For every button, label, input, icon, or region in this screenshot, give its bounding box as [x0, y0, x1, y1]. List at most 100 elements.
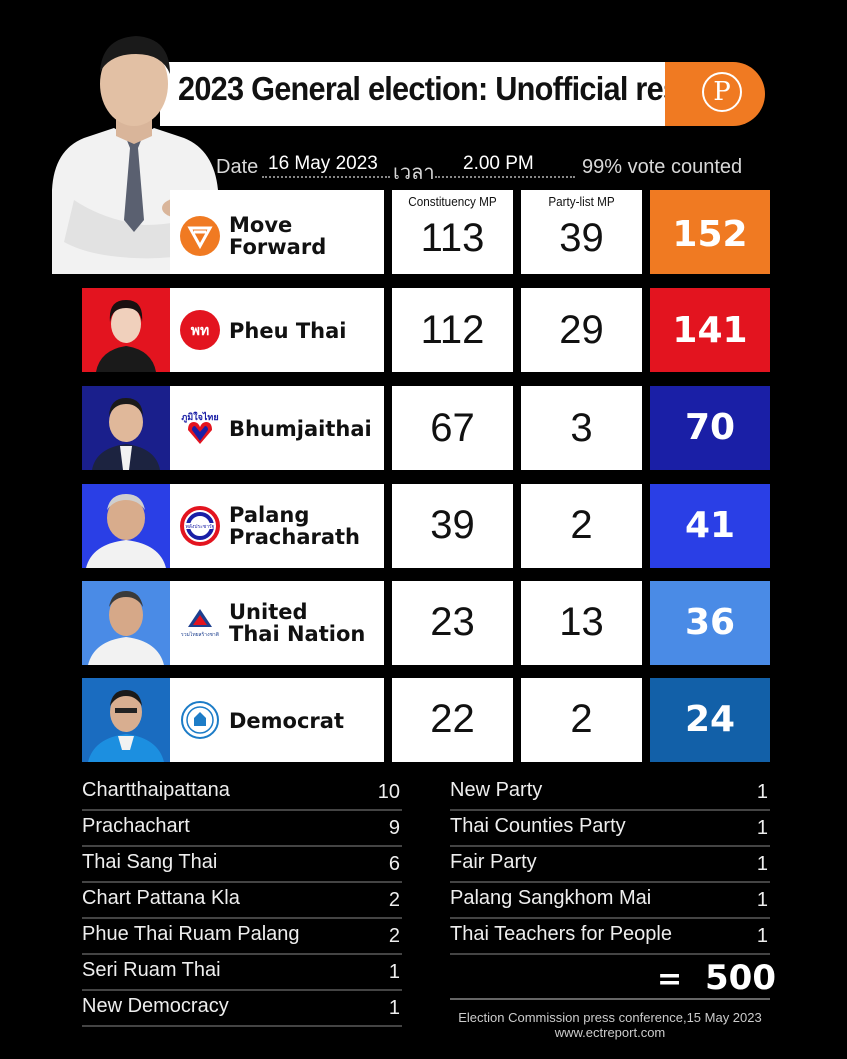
- seat-count: 1: [388, 997, 400, 1019]
- seat-count: 1: [756, 817, 768, 839]
- list-item: New Democracy 1: [82, 991, 402, 1027]
- party-name: Thai Counties Party: [450, 815, 626, 837]
- party-name: Move Forward: [229, 213, 327, 259]
- party-list-box: [521, 386, 642, 470]
- constituency-value: 113: [420, 216, 485, 260]
- palang-pracharath-leader-photo: [82, 484, 170, 568]
- pheu-thai-leader-photo: [82, 288, 170, 372]
- constituency-value: 22: [430, 697, 475, 741]
- leader-portrait: [52, 36, 220, 274]
- party-name: New Party: [450, 779, 543, 801]
- party-list-box: [521, 190, 642, 274]
- democrat-leader-photo: [82, 678, 170, 762]
- source-note: Election Commission press conference,15 …: [458, 1010, 762, 1025]
- seat-count: 1: [756, 781, 768, 803]
- total-seats: 70: [684, 407, 736, 448]
- party-list-value: 39: [559, 216, 604, 260]
- party-list-value: 2: [570, 697, 593, 741]
- total-seats: 152: [672, 214, 748, 255]
- date-label: Date: [216, 156, 259, 178]
- svg-text:พลังประชารัฐ: พลังประชารัฐ: [186, 524, 215, 530]
- party-name: Thai Sang Thai: [82, 851, 218, 873]
- list-item: Fair Party 1: [450, 847, 770, 883]
- grand-total: 500: [705, 958, 776, 998]
- party-list-box: [521, 484, 642, 568]
- party-list-box: [521, 678, 642, 762]
- party-list-value: 13: [559, 600, 604, 644]
- ppp-logo-icon: P: [702, 72, 742, 112]
- party-name: New Democracy: [82, 995, 229, 1017]
- constituency-header: Constituency MP: [408, 194, 497, 209]
- list-item: Palang Sangkhom Mai 1: [450, 883, 770, 919]
- list-item: Phue Thai Ruam Palang 2: [82, 919, 402, 955]
- title-bar: [160, 62, 700, 126]
- seat-count: 1: [756, 925, 768, 947]
- constituency-value: 67: [430, 406, 475, 450]
- source-url: www.ectreport.com: [554, 1025, 666, 1040]
- party-name: Phue Thai Ruam Palang: [82, 923, 300, 945]
- seat-count: 2: [388, 925, 400, 947]
- minor-parties-left: Chartthaipattana 10 Prachachart 9 Thai S…: [82, 775, 402, 1027]
- constituency-value: 39: [430, 503, 475, 547]
- page-title: 2023 General election: Unofficial result: [178, 70, 715, 107]
- party-name: Seri Ruam Thai: [82, 959, 221, 981]
- party-name: Bhumjaithai: [229, 417, 372, 441]
- list-item: Thai Teachers for People 1: [450, 919, 770, 955]
- list-item: Thai Sang Thai 6: [82, 847, 402, 883]
- party-name: Democrat: [229, 709, 344, 733]
- party-name: Pheu Thai: [229, 319, 347, 343]
- party-list-value: 3: [570, 406, 593, 450]
- total-box: [650, 190, 770, 274]
- equals-sign: =: [657, 962, 683, 997]
- party-name: Chart Pattana Kla: [82, 887, 240, 909]
- total-seats: 41: [684, 505, 736, 546]
- party-list-header: Party-list MP: [548, 194, 615, 209]
- list-item: Chartthaipattana 10: [82, 775, 402, 811]
- total-box: [650, 484, 770, 568]
- total-box: [650, 386, 770, 470]
- party-name: Thai Teachers for People: [450, 923, 672, 945]
- pheu-thai-logo-icon: พท: [180, 310, 220, 350]
- date-value: 16 May 2023: [268, 153, 378, 174]
- party-name: Fair Party: [450, 851, 537, 873]
- bhumjaithai-logo-icon: ภูมิใจไทย: [180, 408, 220, 448]
- time-dots: [435, 176, 575, 178]
- list-item: Thai Counties Party 1: [450, 811, 770, 847]
- seat-count: 2: [388, 889, 400, 911]
- party-name: Chartthaipattana: [82, 779, 230, 801]
- list-item: Prachachart 9: [82, 811, 402, 847]
- seat-count: 1: [388, 961, 400, 983]
- total-box: [650, 678, 770, 762]
- list-item: New Party 1: [450, 775, 770, 811]
- party-name: United Thai Nation: [229, 600, 366, 646]
- time-value: 2.00 PM: [463, 153, 534, 174]
- constituency-box: [392, 484, 513, 568]
- party-list-box: [521, 288, 642, 372]
- total-box: [650, 288, 770, 372]
- democrat-logo-icon: [181, 701, 219, 739]
- party-list-box: [521, 581, 642, 665]
- move-forward-logo-icon: [180, 216, 220, 256]
- bhumjaithai-leader-photo: [82, 386, 170, 470]
- list-item: Chart Pattana Kla 2: [82, 883, 402, 919]
- total-seats: 36: [684, 602, 736, 643]
- constituency-box: [392, 190, 513, 274]
- constituency-value: 112: [420, 308, 485, 352]
- total-divider: [450, 998, 770, 1000]
- seat-count: 1: [756, 889, 768, 911]
- total-box: [650, 581, 770, 665]
- party-name: Palang Sangkhom Mai: [450, 887, 652, 909]
- constituency-box: [392, 678, 513, 762]
- total-seats: 141: [672, 310, 748, 351]
- palang-pracharath-logo-icon: พลังประชารัฐ: [180, 506, 220, 546]
- constituency-box: [392, 288, 513, 372]
- svg-text:พท: พท: [191, 323, 209, 339]
- seat-count: 1: [756, 853, 768, 875]
- party-list-value: 2: [570, 503, 593, 547]
- time-label: เวลา: [393, 162, 435, 184]
- list-item: Seri Ruam Thai 1: [82, 955, 402, 991]
- party-list-value: 29: [559, 308, 604, 352]
- minor-parties-right: New Party 1 Thai Counties Party 1 Fair P…: [450, 775, 770, 955]
- date-dots: [262, 176, 390, 178]
- united-thai-nation-leader-photo: [82, 581, 170, 665]
